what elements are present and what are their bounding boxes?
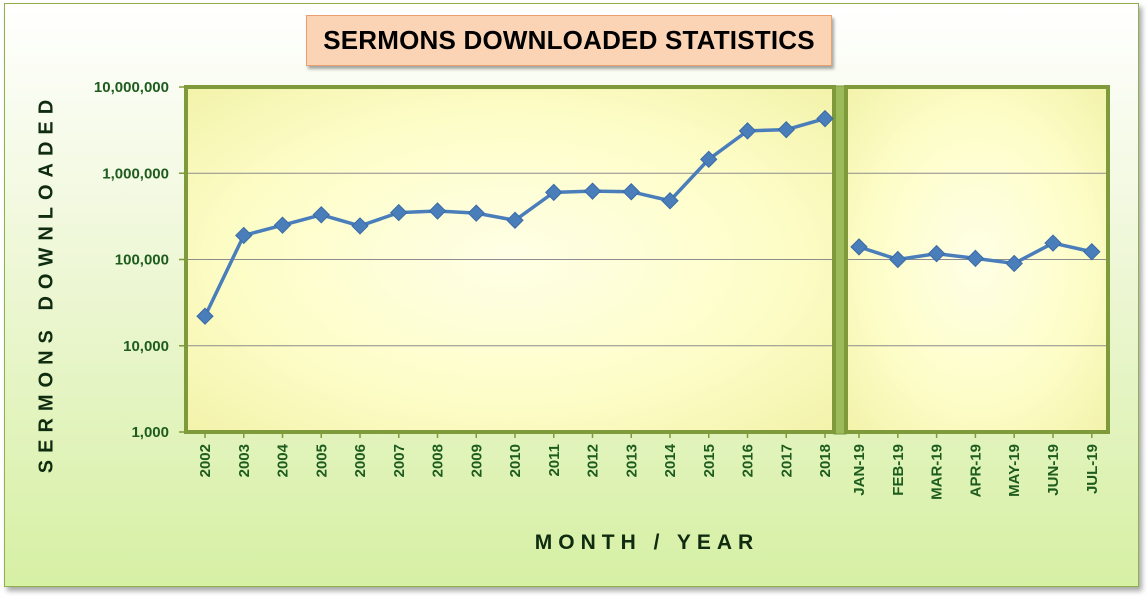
x-tick-label: 2014 — [662, 443, 679, 477]
x-tick-label: 2005 — [313, 444, 330, 477]
x-tick-label: 2007 — [391, 444, 408, 477]
data-point — [889, 250, 907, 269]
data-point — [351, 217, 369, 235]
x-tick-label: MAR-19 — [929, 444, 946, 500]
data-point — [1005, 254, 1023, 273]
data-point — [661, 192, 679, 210]
x-tick-label: JAN-19 — [851, 444, 868, 496]
y-tick-label: 1,000 — [131, 424, 169, 441]
x-tick-label: 2006 — [352, 444, 369, 477]
y-tick-label: 1,000,000 — [102, 165, 169, 182]
x-tick-label: 2010 — [507, 444, 524, 477]
y-tick-label: 10,000 — [123, 338, 169, 355]
x-tick-label: 2013 — [623, 444, 640, 477]
data-point — [777, 120, 795, 139]
x-tick-label: APR-19 — [967, 444, 984, 497]
x-tick-label: 2012 — [585, 444, 602, 477]
x-tick-label: JUN-19 — [1045, 444, 1062, 496]
data-point — [467, 204, 485, 222]
y-tick-label: 10,000,000 — [94, 79, 169, 96]
data-point — [235, 226, 253, 245]
data-point — [700, 150, 718, 169]
x-tick-label: 2002 — [197, 444, 214, 477]
data-point — [196, 307, 214, 325]
data-point — [1083, 243, 1101, 261]
data-point — [583, 182, 602, 200]
chart-title: SERMONS DOWNLOADED STATISTICS — [323, 25, 815, 55]
data-point — [816, 109, 834, 128]
data-point — [1044, 234, 1062, 252]
x-tick-label: 2018 — [817, 444, 834, 477]
y-tick-label: 100,000 — [115, 252, 169, 269]
data-point — [850, 238, 868, 256]
x-tick-label: 2003 — [236, 444, 253, 477]
data-point — [273, 216, 292, 234]
x-tick-label: 2004 — [275, 443, 292, 477]
data-point — [966, 249, 985, 268]
x-tick-label: 2016 — [740, 444, 757, 477]
data-point — [312, 206, 330, 224]
data-point — [390, 203, 408, 222]
x-tick-label: 2015 — [701, 444, 718, 477]
x-tick-label: FEB-19 — [890, 444, 907, 496]
data-point — [545, 183, 563, 202]
data-point — [738, 122, 757, 140]
x-axis-label: MONTH / YEAR — [534, 531, 760, 554]
x-tick-label: MAY-19 — [1006, 444, 1023, 497]
chart-title-box: SERMONS DOWNLOADED STATISTICS — [306, 15, 832, 66]
data-point — [622, 183, 640, 201]
data-point — [428, 202, 447, 220]
x-tick-label: 2017 — [778, 444, 795, 477]
x-tick-label: JUL-19 — [1084, 444, 1101, 494]
data-point — [506, 211, 524, 229]
x-tick-label: 2008 — [430, 444, 447, 477]
x-tick-label: 2009 — [468, 444, 485, 477]
x-tick-label: 2011 — [546, 444, 563, 477]
data-point — [927, 244, 946, 263]
